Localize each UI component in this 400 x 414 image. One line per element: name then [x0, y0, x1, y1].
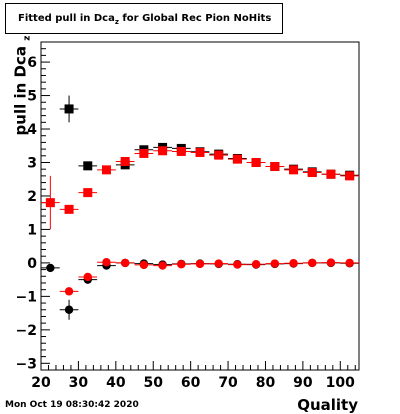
y-tick-label: 3	[27, 155, 37, 171]
data-point-circle	[308, 258, 317, 268]
data-point-circle	[233, 260, 242, 269]
data-point-circle	[102, 258, 111, 267]
data-point-circle	[345, 258, 354, 268]
y-tick-label: 6	[27, 55, 37, 71]
y-tick-label: −1	[16, 289, 37, 305]
x-tick-label: 40	[106, 375, 126, 391]
data-point-circle	[120, 258, 130, 268]
data-point-square	[345, 171, 355, 181]
data-point-square	[195, 147, 205, 157]
data-point-circle	[326, 258, 336, 267]
y-axis-label: pull in Dca z	[11, 35, 33, 136]
x-tick-label: 30	[69, 375, 89, 391]
data-point-square	[45, 198, 55, 208]
title-box: Fitted pull in Dcaz for Global Rec Pion …	[5, 3, 283, 34]
data-point-circle	[64, 305, 74, 314]
data-point-circle	[64, 287, 74, 296]
timestamp: Mon Oct 19 08:30:42 2020	[5, 400, 139, 410]
data-point-square	[139, 148, 149, 158]
y-tick-label: 4	[27, 122, 37, 138]
y-tick-label: −2	[16, 323, 37, 339]
x-tick-label: 100	[326, 375, 355, 391]
data-point-circle	[139, 260, 149, 270]
axis-ticks: 20 30 40 50 60 70 80 90 100 −3 −2 −1 0 1 2 3 4 5 6	[16, 41, 356, 391]
data-point-circle	[251, 260, 261, 269]
data-point-circle	[270, 259, 280, 268]
data-point-circle	[177, 260, 186, 269]
data-point-square	[214, 150, 224, 160]
data-point-square	[83, 188, 93, 198]
data-point-circle	[83, 272, 92, 282]
x-tick-label: 90	[293, 375, 313, 391]
x-axis-label: Quality	[297, 396, 358, 414]
data-layer	[41, 95, 359, 320]
x-tick-label: 80	[256, 375, 276, 391]
x-tick-label: 50	[143, 375, 163, 391]
data-point-square	[158, 146, 168, 156]
data-point-circle	[195, 259, 205, 269]
data-point-circle	[158, 261, 167, 270]
data-point-square	[270, 162, 280, 172]
x-tick-label: 70	[218, 375, 238, 391]
data-point-square	[64, 204, 74, 214]
plot-frame	[40, 41, 360, 371]
x-tick-label: 60	[181, 375, 201, 391]
y-tick-label: 0	[27, 256, 37, 272]
y-tick-label: 1	[27, 222, 37, 238]
data-point-circle	[46, 263, 55, 273]
data-point-square	[232, 154, 242, 164]
data-point-square	[120, 156, 130, 166]
y-tick-label: 5	[27, 89, 37, 105]
y-tick-label: 2	[27, 189, 37, 205]
data-point-square	[307, 168, 317, 178]
data-point-circle	[289, 259, 298, 268]
x-tick-label: 20	[31, 375, 51, 391]
data-point-square	[326, 169, 336, 179]
data-point-square	[101, 165, 111, 175]
y-tick-label: −3	[16, 356, 37, 372]
data-point-square	[251, 157, 261, 167]
data-point-square	[83, 161, 93, 171]
data-point-square	[64, 104, 74, 114]
data-point-circle	[214, 259, 223, 268]
data-point-square	[176, 146, 186, 156]
chart-title: Fitted pull in Dcaz for Global Rec Pion …	[18, 13, 272, 26]
data-point-square	[289, 165, 299, 175]
